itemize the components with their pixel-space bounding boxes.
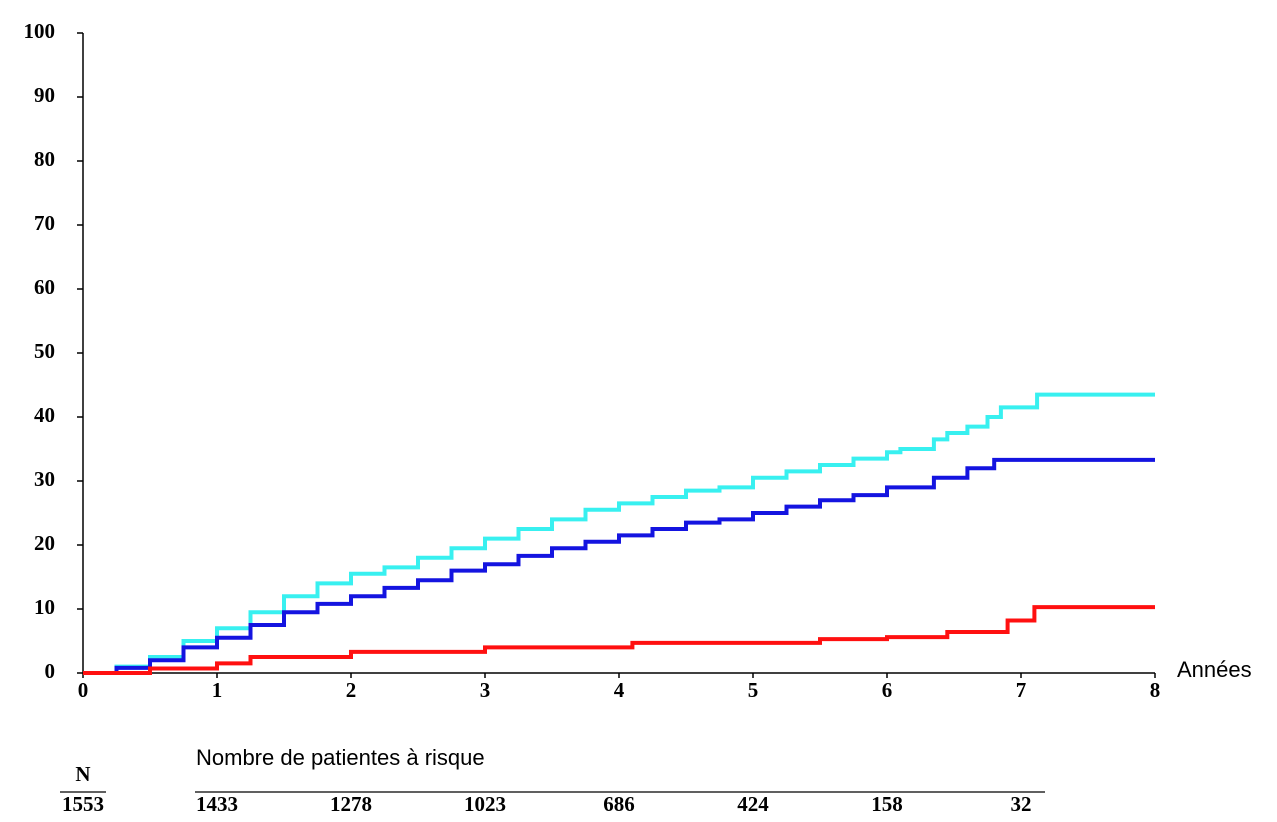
x-tick-label: 1 bbox=[212, 678, 223, 702]
x-tick-label: 5 bbox=[748, 678, 759, 702]
risk-count: 158 bbox=[871, 792, 903, 816]
step-line bbox=[83, 605, 1155, 675]
step-line bbox=[83, 392, 1155, 675]
x-tick-label: 7 bbox=[1016, 678, 1027, 702]
x-tick-label: 2 bbox=[346, 678, 357, 702]
risk-table-title: Nombre de patientes à risque bbox=[196, 745, 485, 770]
x-axis-label: Années bbox=[1177, 657, 1252, 682]
risk-count: 32 bbox=[1011, 792, 1032, 816]
risk-count: 424 bbox=[737, 792, 769, 816]
y-tick-label: 100 bbox=[24, 19, 56, 43]
risk-total: 1553 bbox=[62, 792, 104, 816]
x-tick-label: 0 bbox=[78, 678, 89, 702]
y-tick-label: 10 bbox=[34, 595, 55, 619]
y-tick-label: 0 bbox=[45, 659, 56, 683]
x-tick-label: 8 bbox=[1150, 678, 1161, 702]
y-tick-label: 50 bbox=[34, 339, 55, 363]
risk-count: 1023 bbox=[464, 792, 506, 816]
risk-count: 1278 bbox=[330, 792, 372, 816]
x-tick-label: 4 bbox=[614, 678, 625, 702]
y-tick-label: 40 bbox=[34, 403, 55, 427]
y-tick-label: 60 bbox=[34, 275, 55, 299]
step-line bbox=[83, 457, 1155, 675]
risk-count: 1433 bbox=[196, 792, 238, 816]
y-tick-label: 30 bbox=[34, 467, 55, 491]
y-tick-label: 80 bbox=[34, 147, 55, 171]
x-tick-label: 3 bbox=[480, 678, 491, 702]
y-tick-label: 90 bbox=[34, 83, 55, 107]
risk-table-header: N bbox=[75, 762, 90, 786]
y-tick-label: 20 bbox=[34, 531, 55, 555]
x-tick-label: 6 bbox=[882, 678, 893, 702]
y-tick-label: 70 bbox=[34, 211, 55, 235]
risk-count: 686 bbox=[603, 792, 635, 816]
